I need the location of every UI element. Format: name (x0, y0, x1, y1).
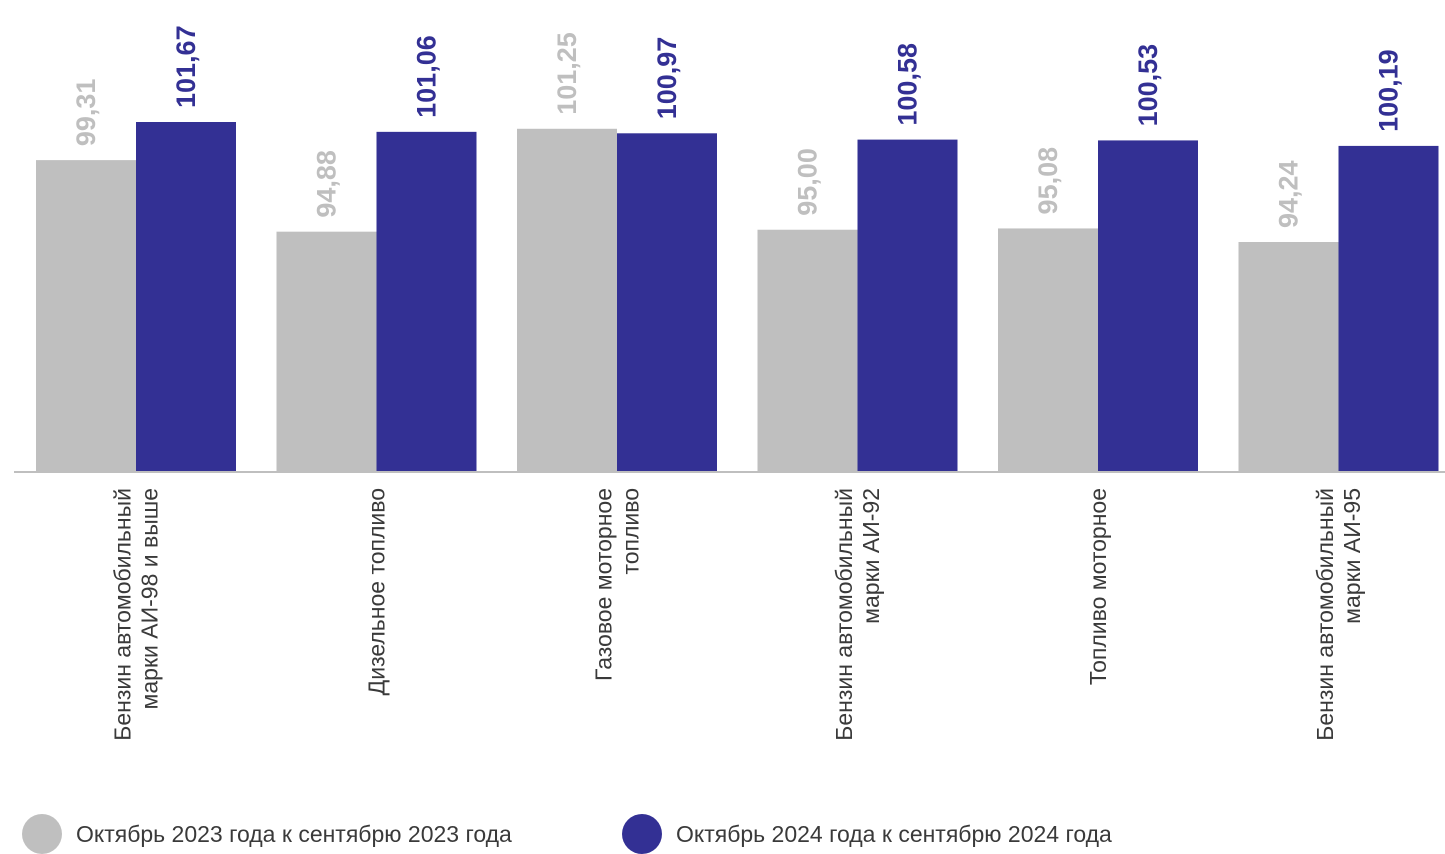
bar-series-1-cat-6 (1238, 242, 1339, 472)
bar-series-2-cat-6 (1338, 145, 1439, 472)
value-label-series-1-cat-2: 94,88 (312, 150, 342, 218)
legend-label-series-2: Октябрь 2024 года к сентябрю 2024 года (676, 820, 1112, 847)
value-label-series-2-cat-4: 100,58 (893, 43, 923, 126)
bar-series-2-cat-5 (1098, 140, 1198, 473)
chart-legend: Октябрь 2023 года к сентябрю 2023 года О… (22, 814, 1442, 854)
bar-series-1-cat-1 (36, 160, 136, 472)
category-label-2-line-1: Дизельное топливо (364, 488, 390, 695)
bar-series-1-cat-2 (276, 231, 377, 472)
category-label-6-line-2: марки АИ-95 (1339, 488, 1365, 624)
value-label-series-1-cat-6: 94,24 (1274, 160, 1304, 228)
value-label-series-1-cat-3: 101,25 (552, 32, 582, 115)
bar-series-1-cat-3 (517, 128, 617, 472)
value-label-series-2-cat-1: 101,67 (171, 25, 201, 108)
bar-series-2-cat-2 (376, 131, 477, 472)
value-label-series-2-cat-5: 100,53 (1133, 44, 1163, 127)
category-label-5-line-1: Топливо моторное (1085, 488, 1111, 685)
category-label-3-line-1: Газовое моторное (591, 488, 617, 681)
bar-series-1-cat-5 (998, 228, 1098, 472)
legend-item-series-2: Октябрь 2024 года к сентябрю 2024 года (622, 814, 1112, 854)
legend-swatch-series-1 (22, 814, 62, 854)
value-label-series-1-cat-5: 95,08 (1033, 147, 1063, 215)
bar-series-2-cat-1 (136, 122, 236, 472)
value-label-series-1-cat-4: 95,00 (793, 148, 823, 216)
legend-swatch-series-2 (622, 814, 662, 854)
category-label-4-line-1: Бензин автомобильный (831, 488, 857, 741)
category-label-1-line-1: Бензин автомобильный (110, 488, 136, 741)
category-label-4-line-2: марки АИ-92 (858, 488, 884, 624)
value-label-series-2-cat-3: 100,97 (652, 37, 682, 120)
legend-item-series-1: Октябрь 2023 года к сентябрю 2023 года (22, 814, 512, 854)
value-label-series-1-cat-1: 99,31 (71, 79, 101, 147)
bar-series-2-cat-4 (857, 139, 958, 472)
value-label-series-2-cat-2: 101,06 (412, 35, 442, 118)
bar-series-2-cat-3 (617, 133, 717, 472)
category-label-3-line-2: топливо (618, 488, 644, 575)
bar-series-1-cat-4 (757, 229, 858, 472)
legend-label-series-1: Октябрь 2023 года к сентябрю 2023 года (76, 820, 512, 847)
bar-chart: 99,31 101,67 94,88 101,06 101,25 100,97 95,00 1… (14, 25, 1445, 741)
category-label-6-line-1: Бензин автомобильный (1312, 488, 1338, 741)
value-label-series-2-cat-6: 100,19 (1374, 49, 1404, 132)
category-label-1-line-2: марки АИ-98 и выше (137, 488, 163, 709)
